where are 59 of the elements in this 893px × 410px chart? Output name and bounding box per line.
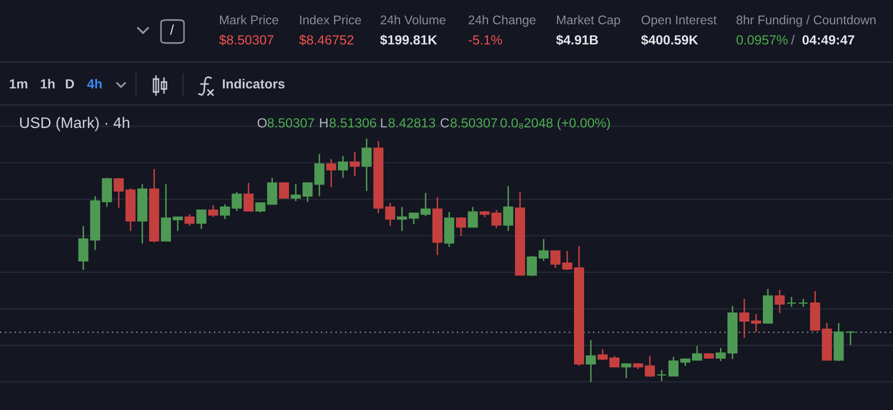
text: $8.46752	[299, 34, 354, 46]
text: $8.50307	[219, 34, 274, 46]
candlestick	[503, 185, 514, 232]
candlestick	[326, 158, 336, 188]
candlestick	[609, 355, 620, 368]
candlestick	[786, 296, 797, 308]
text: 0.0₈2048 (+0.00%)	[500, 118, 610, 130]
text: 4h	[87, 78, 102, 88]
text: 24h Change	[468, 15, 536, 27]
candlestick	[845, 330, 856, 346]
text: 8.50307	[268, 118, 314, 128]
candlestick	[716, 347, 726, 362]
text: O	[258, 118, 267, 128]
text: 1h	[40, 78, 55, 88]
text: 8.42813	[388, 118, 436, 128]
candlestick	[586, 339, 596, 383]
text: Index Price	[300, 15, 361, 24]
text: 8hr Funding / Countdown	[736, 15, 876, 27]
candlestick	[362, 138, 372, 192]
text: /	[170, 24, 174, 35]
text: $400.59K	[641, 34, 698, 46]
text: $199.81K	[380, 34, 438, 46]
candlestick	[644, 355, 655, 378]
text: 8.50307	[450, 118, 498, 128]
text: H	[320, 118, 328, 128]
text: C	[440, 118, 450, 128]
candlestick	[314, 153, 324, 197]
candlestick	[621, 363, 632, 379]
candlestick	[244, 182, 254, 212]
text: Open Interest	[642, 16, 717, 27]
candlestick	[338, 155, 348, 179]
candlestick	[278, 182, 290, 199]
candlestick	[208, 204, 218, 218]
text: 04:49:47	[802, 35, 854, 45]
text: L	[381, 118, 387, 128]
candlestick	[196, 209, 206, 230]
text: 24h Volume	[380, 15, 446, 24]
text: Mark Price	[220, 15, 278, 24]
text: 1m	[10, 79, 28, 88]
text: /	[791, 34, 795, 45]
candlestick	[798, 298, 808, 308]
candlestick	[102, 177, 112, 208]
text: Indicators	[222, 78, 285, 89]
candlestick	[456, 216, 466, 237]
candlestick	[396, 206, 408, 232]
text: 0.0957%	[736, 35, 788, 45]
candlestick	[350, 151, 360, 177]
text: Market Cap	[557, 15, 620, 27]
candlestick	[468, 206, 478, 228]
candlestick	[656, 369, 667, 382]
candlestick	[774, 289, 785, 314]
candlestick	[184, 213, 195, 227]
text: -5.1%	[468, 35, 502, 45]
text: 8.51306	[330, 118, 376, 128]
candlestick	[491, 209, 502, 229]
text: D	[66, 79, 74, 88]
candlestick	[598, 348, 608, 361]
chart-title: USD (Mark) · 4h	[20, 116, 130, 132]
text: $4.91B	[556, 34, 598, 46]
